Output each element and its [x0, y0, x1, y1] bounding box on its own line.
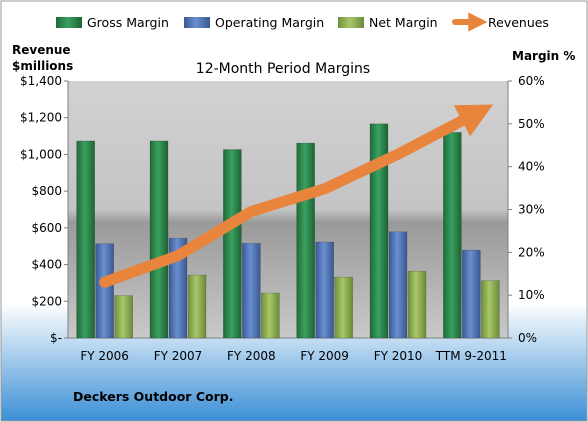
left-tick-label: $600	[31, 221, 62, 235]
category-label: FY 2008	[227, 349, 276, 363]
operating-margin-bar	[168, 237, 188, 339]
right-tick-label: 60%	[518, 74, 545, 88]
category-label: FY 2007	[154, 349, 203, 363]
operating-margin-bar	[315, 241, 334, 339]
gross-margin-bar	[296, 142, 315, 339]
net-margin-bar	[261, 292, 280, 339]
legend-label-net-margin: Net Margin	[369, 15, 438, 30]
operating-margin-bar	[95, 243, 114, 339]
legend-label-gross-margin: Gross Margin	[87, 15, 169, 30]
left-tick-label: $1,000	[20, 147, 62, 161]
legend-swatch-operating-margin	[184, 17, 210, 28]
revenues-line	[99, 104, 494, 288]
operating-margin-bar	[242, 243, 261, 339]
legend-item-net-margin: Net Margin	[338, 15, 438, 30]
left-tick-label: $800	[31, 184, 62, 198]
gross-margin-bar	[223, 149, 242, 339]
gross-margin-bar	[443, 132, 462, 339]
category-labels: FY 2006 FY 2007 FY 2008 FY 2009 FY 2010 TTM 9…	[80, 349, 507, 363]
legend-item-revenues: Revenues	[452, 12, 549, 32]
legend-swatch-net-margin	[338, 17, 364, 28]
right-tick-label: 50%	[518, 117, 545, 131]
legend-item-gross-margin: Gross Margin	[56, 15, 169, 30]
left-axis-title-line-2: $millions	[12, 59, 73, 73]
operating-margin-bar	[388, 231, 408, 339]
left-tick-label: $200	[31, 294, 62, 308]
company-name: Deckers Outdoor Corp.	[73, 389, 233, 404]
legend-label-operating-margin: Operating Margin	[215, 15, 324, 30]
revenue-line-layer	[99, 104, 494, 288]
left-tick-label: $1,400	[20, 74, 62, 88]
bars	[76, 123, 500, 339]
right-axis-title: Margin %	[512, 49, 575, 63]
net-margin-bar	[114, 295, 133, 339]
left-tick-label: $1,200	[20, 111, 62, 125]
net-margin-bar	[481, 280, 500, 339]
net-margin-bar	[187, 274, 207, 339]
plot-area	[68, 81, 508, 338]
right-tick-label: 20%	[518, 245, 545, 259]
net-margin-bar	[407, 270, 427, 339]
left-tick-label: $-	[50, 331, 62, 345]
gross-margin-bar	[149, 140, 169, 339]
left-tick-label: $400	[31, 258, 62, 272]
legend: Gross Margin Operating Margin Net Margin…	[56, 12, 549, 32]
net-margin-bar	[334, 276, 353, 339]
legend-label-revenues: Revenues	[488, 15, 549, 30]
legend-swatch-gross-margin	[56, 17, 82, 28]
left-axis: $- $200 $400 $600 $800 $1,000 $1,200 $1,400	[20, 74, 69, 345]
gross-margin-bar	[76, 140, 95, 339]
operating-margin-bar	[462, 249, 481, 339]
category-label: FY 2010	[374, 349, 423, 363]
gross-margin-bar	[369, 123, 389, 339]
legend-item-operating-margin: Operating Margin	[184, 15, 324, 30]
chart-title: 12-Month Period Margins	[196, 61, 370, 77]
category-label: FY 2009	[300, 349, 349, 363]
right-tick-label: 0%	[518, 331, 537, 345]
right-tick-label: 30%	[518, 203, 545, 217]
category-label: TTM 9-2011	[435, 349, 507, 363]
right-tick-label: 40%	[518, 160, 545, 174]
left-axis-title-line-1: Revenue	[12, 43, 71, 57]
category-label: FY 2006	[80, 349, 129, 363]
right-tick-label: 10%	[518, 288, 545, 302]
right-axis: 0% 10% 20% 30% 40% 50% 60%	[68, 74, 545, 345]
